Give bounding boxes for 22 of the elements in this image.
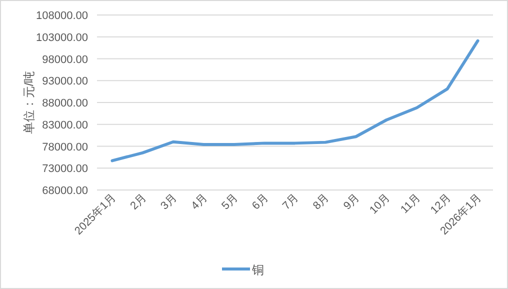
x-tick-label: 10月 (368, 192, 393, 217)
x-tick-label: 9月 (341, 192, 362, 212)
y-tick-label: 98000.00 (42, 54, 88, 66)
x-tick-label: 7月 (280, 192, 302, 212)
y-tick-label: 83000.00 (42, 119, 88, 132)
y-tick-label: 93000.00 (42, 76, 88, 88)
x-tick-label: 2月 (128, 192, 149, 212)
x-tick-label: 6月 (250, 192, 271, 212)
x-tick-label: 5月 (220, 192, 240, 212)
x-tick-label: 8月 (310, 192, 332, 212)
y-tick-label: 88000.00 (42, 98, 88, 110)
y-tick-label: 78000.00 (42, 141, 88, 154)
y-axis-title: 单位：元/吨 (22, 70, 36, 134)
y-tick-label: 103000.00 (36, 32, 88, 44)
x-tick-label: 11月 (398, 192, 423, 216)
x-tick-label: 12月 (428, 192, 454, 217)
x-tick-label: 3月 (158, 192, 180, 212)
legend-label: 铜 (251, 263, 264, 277)
y-tick-label: 108000.00 (36, 10, 88, 22)
y-tick-label: 73000.00 (42, 163, 88, 176)
y-tick-label: 68000.00 (42, 185, 88, 197)
x-tick-label: 4月 (189, 192, 210, 212)
